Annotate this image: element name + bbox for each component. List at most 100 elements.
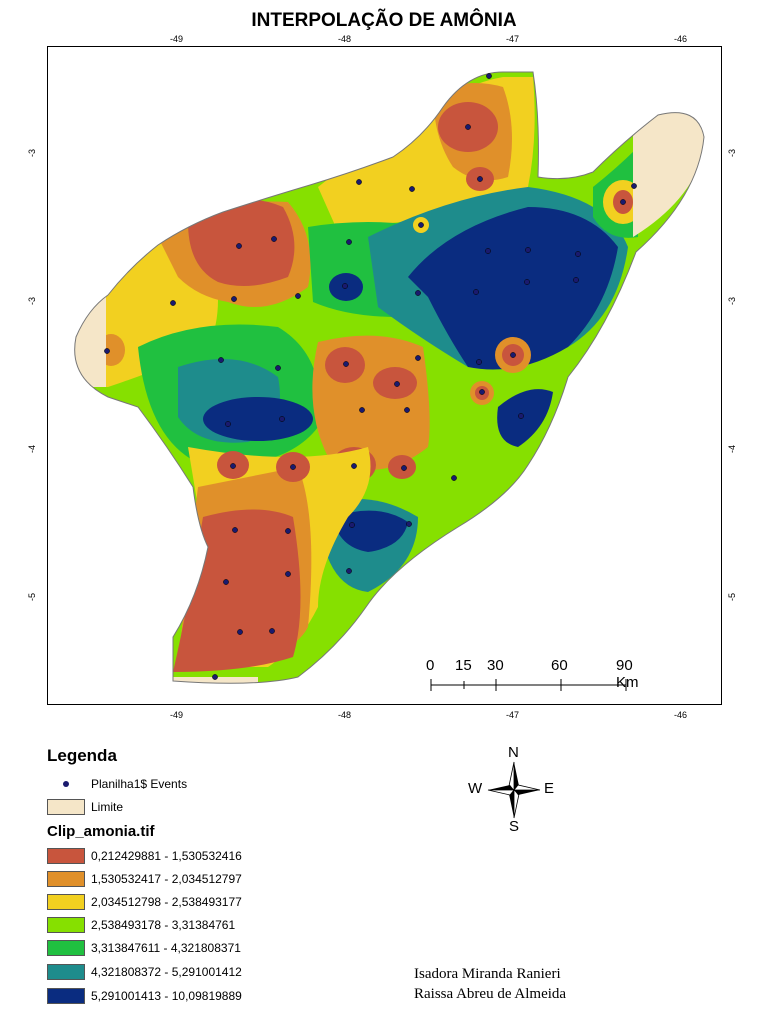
legend-limit-label: Limite — [91, 800, 124, 814]
event-point — [295, 293, 301, 299]
event-point — [232, 527, 238, 533]
event-point — [620, 199, 626, 205]
interpolation-map — [74, 71, 705, 684]
event-point — [401, 465, 407, 471]
author-name: Raissa Abreu de Almeida — [414, 986, 567, 1002]
map-frame[interactable] — [47, 46, 722, 705]
event-dot-icon — [47, 777, 85, 791]
event-point — [285, 528, 291, 534]
event-point — [342, 283, 348, 289]
class-label: 1,530532417 - 2,034512797 — [91, 872, 242, 886]
event-point — [170, 300, 176, 306]
event-point — [418, 222, 424, 228]
class-swatch — [47, 848, 85, 864]
legend-class: 1,530532417 - 2,034512797 — [47, 870, 242, 888]
event-point — [415, 355, 421, 361]
x-tick-top: -49 — [170, 34, 184, 44]
scale-label: 90 Km — [616, 657, 639, 691]
class-swatch — [47, 917, 85, 933]
class-swatch — [47, 988, 85, 1004]
event-point — [237, 629, 243, 635]
compass-e: E — [544, 780, 555, 797]
map-title: INTERPOLAÇÃO DE AMÔNIA — [251, 10, 517, 31]
y-tick-left: -3 — [27, 296, 38, 306]
class-swatch — [47, 871, 85, 887]
raster-title: Clip_amonia.tif — [47, 823, 155, 840]
event-point — [394, 381, 400, 387]
event-point — [346, 568, 352, 574]
class-swatch — [47, 964, 85, 980]
legend-events-label: Planilha1$ Events — [91, 777, 188, 791]
event-point — [477, 176, 483, 182]
class-label: 5,291001413 - 10,09819889 — [91, 989, 242, 1003]
class-label: 2,034512798 - 2,538493177 — [91, 895, 242, 909]
y-tick-right: -3 — [727, 148, 738, 158]
compass-n: N — [508, 744, 519, 761]
event-point — [631, 183, 637, 189]
event-point — [212, 674, 218, 680]
y-tick-left: -4 — [27, 444, 38, 454]
class-swatch — [47, 940, 85, 956]
event-point — [346, 239, 352, 245]
scale-label: 60 — [551, 657, 568, 674]
event-point — [510, 352, 516, 358]
legend-class: 2,034512798 - 2,538493177 — [47, 893, 242, 911]
event-point — [476, 359, 482, 365]
scale-label: 0 — [426, 657, 435, 674]
event-point — [485, 248, 491, 254]
event-point — [271, 236, 277, 242]
event-point — [290, 464, 296, 470]
class-label: 0,212429881 - 1,530532416 — [91, 849, 242, 863]
event-point — [524, 279, 530, 285]
event-point — [404, 407, 410, 413]
y-tick-left: -3 — [27, 148, 38, 158]
event-point — [349, 522, 355, 528]
event-point — [218, 357, 224, 363]
x-tick-bottom: -49 — [170, 710, 184, 720]
y-tick-right: -4 — [727, 444, 738, 454]
authors: Isadora Miranda Ranieri Raissa Abreu de … — [414, 964, 566, 1004]
y-tick-left: -5 — [27, 592, 38, 602]
y-tick-right: -5 — [727, 592, 738, 602]
event-point — [223, 579, 229, 585]
event-point — [406, 521, 412, 527]
event-point — [409, 186, 415, 192]
event-point — [465, 124, 471, 130]
event-point — [356, 179, 362, 185]
y-tick-right: -3 — [727, 296, 738, 306]
event-point — [351, 463, 357, 469]
event-point — [473, 289, 479, 295]
compass-w: W — [468, 780, 483, 797]
legend-limit: Limite — [47, 798, 123, 816]
x-tick-top: -48 — [338, 34, 352, 44]
class-label: 3,313847611 - 4,321808371 — [91, 941, 241, 955]
event-point — [231, 296, 237, 302]
x-tick-top: -47 — [506, 34, 520, 44]
event-point — [230, 463, 236, 469]
event-point — [486, 73, 492, 79]
event-point — [285, 571, 291, 577]
legend-title: Legenda — [47, 746, 117, 765]
event-point — [279, 416, 285, 422]
legend-class: 2,538493178 - 3,31384761 — [47, 916, 235, 934]
x-tick-bottom: -47 — [506, 710, 520, 720]
class-swatch — [47, 894, 85, 910]
limit-swatch — [47, 799, 85, 815]
event-point — [575, 251, 581, 257]
scale-label: 30 — [487, 657, 504, 674]
scale-bar-line — [430, 679, 627, 691]
event-point — [479, 389, 485, 395]
event-point — [343, 361, 349, 367]
event-point — [359, 407, 365, 413]
event-point — [525, 247, 531, 253]
event-point — [518, 413, 524, 419]
class-label: 2,538493178 - 3,31384761 — [91, 918, 236, 932]
x-tick-bottom: -46 — [674, 710, 688, 720]
class-label: 4,321808372 - 5,291001412 — [91, 965, 242, 979]
event-point — [225, 421, 231, 427]
x-tick-top: -46 — [674, 34, 688, 44]
legend-events: Planilha1$ Events — [47, 775, 187, 793]
legend-class: 5,291001413 - 10,09819889 — [47, 987, 242, 1005]
x-tick-bottom: -48 — [338, 710, 352, 720]
event-point — [415, 290, 421, 296]
